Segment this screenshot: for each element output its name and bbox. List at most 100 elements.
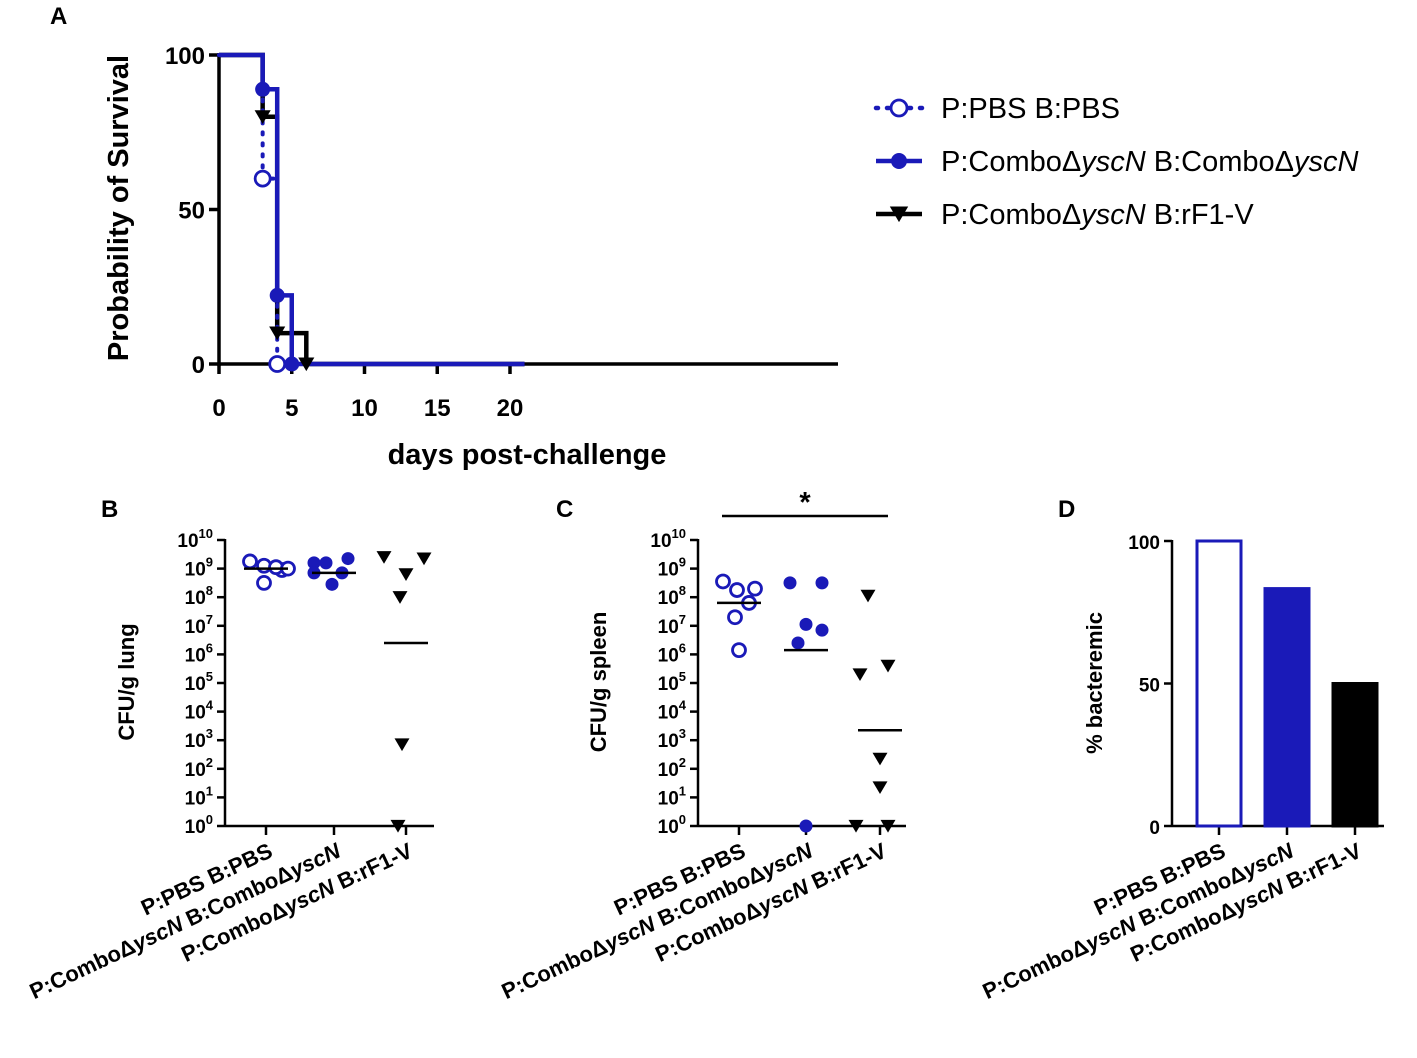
bacteremia-y-axis-label: % bacteremic [1082, 612, 1107, 754]
data-point [715, 573, 731, 590]
bar [1263, 587, 1311, 828]
y-tick-label: 109 [185, 555, 213, 581]
y-tick-label: 107 [185, 612, 213, 638]
data-point [398, 568, 414, 581]
data-point [729, 582, 745, 598]
y-tick-label: 108 [658, 583, 686, 609]
data-point [727, 609, 743, 626]
legend-marker [889, 206, 909, 223]
y-tick-label: 103 [658, 726, 686, 752]
y-tick-label: 106 [658, 640, 686, 666]
spleen-axes: 1001011021031041051061071081091010P:PBS … [498, 526, 906, 1004]
survival-series [217, 52, 527, 373]
data-point [256, 575, 272, 591]
y-tick-label: 0 [192, 352, 205, 379]
survival-marker [253, 169, 272, 188]
survival-marker [269, 326, 286, 341]
survival-marker [268, 355, 287, 373]
data-point [416, 552, 432, 566]
data-point [799, 617, 813, 631]
data-point [376, 551, 392, 564]
legend-label: P:ComboΔyscN B:ComboΔyscN [941, 146, 1359, 178]
panel-label-b: B [101, 496, 118, 523]
y-tick-label: 108 [185, 583, 213, 609]
bar [1331, 682, 1379, 828]
lung-cfu-chart: 1001011021031041051061071081091010P:PBS … [26, 526, 434, 1004]
category-label: P:ComboΔyscN B:ComboΔyscN [979, 837, 1298, 1004]
panel-label-c: C [556, 496, 573, 523]
survival-marker [298, 357, 315, 372]
y-tick-label: 1010 [177, 526, 213, 552]
y-tick-label: 104 [185, 698, 214, 724]
bacteremia-bars [1195, 539, 1379, 828]
data-point [799, 819, 813, 833]
data-point [852, 668, 868, 682]
y-tick-label: 105 [185, 669, 213, 695]
survival-chart: 0 5 10 15 20 0 50 100 days post-challenge Proba… [103, 43, 1359, 471]
data-point [392, 591, 408, 604]
data-point [731, 642, 747, 659]
y-tick-label: 107 [658, 612, 686, 638]
y-tick-label: 101 [185, 783, 213, 809]
y-tick-label: 0 [1149, 818, 1160, 839]
x-tick-label: 0 [212, 395, 225, 422]
y-tick-label: 102 [185, 755, 213, 781]
significance-star: * [799, 487, 811, 519]
x-axis-label: days post-challenge [388, 439, 667, 471]
data-point [848, 819, 864, 833]
x-tick-label: 5 [285, 395, 298, 422]
y-tick-label: 109 [658, 555, 686, 581]
data-point [390, 819, 406, 833]
survival-line [219, 52, 525, 367]
legend-marker [889, 98, 909, 118]
data-point [783, 576, 797, 590]
y-tick-label: 102 [658, 755, 686, 781]
data-point [319, 556, 333, 570]
y-tick-label: 100 [1128, 533, 1160, 554]
y-tick-label: 100 [658, 812, 686, 838]
spleen-cfu-chart: 1001011021031041051061071081091010P:PBS … [498, 487, 906, 1004]
y-tick-label: 106 [185, 640, 213, 666]
y-tick-label: 103 [185, 726, 213, 752]
lung-axes: 1001011021031041051061071081091010P:PBS … [26, 526, 434, 1004]
data-point [341, 552, 355, 566]
survival-line [219, 52, 525, 367]
x-tick-label: 10 [351, 395, 378, 422]
y-axis-label: Probability of Survival [103, 55, 135, 361]
spleen-y-axis-label: CFU/g spleen [586, 612, 611, 753]
lung-y-axis-label: CFU/g lung [114, 623, 139, 740]
y-tick-label: 50 [178, 198, 205, 225]
data-point [872, 781, 888, 795]
data-point [791, 636, 805, 650]
y-tick-label: 104 [658, 698, 687, 724]
data-point [325, 577, 339, 591]
data-point [394, 738, 410, 752]
data-point [872, 752, 888, 766]
data-point [860, 589, 876, 603]
survival-axes: 0 5 10 15 20 0 50 100 [165, 43, 838, 422]
data-point [242, 553, 258, 570]
x-tick-label: 15 [424, 395, 451, 422]
data-point [307, 556, 321, 570]
panel-label-d: D [1058, 496, 1075, 523]
survival-marker [284, 356, 300, 372]
legend-label: P:ComboΔyscN B:rF1-V [941, 199, 1254, 231]
survival-marker [269, 287, 285, 303]
bar [1195, 539, 1243, 828]
y-tick-label: 100 [165, 43, 205, 70]
spleen-points [715, 573, 902, 833]
x-tick-label: 20 [497, 395, 524, 422]
category-label: P:ComboΔyscN B:ComboΔyscN [498, 837, 817, 1004]
data-point [880, 819, 896, 833]
data-point [815, 576, 829, 590]
y-tick-label: 105 [658, 669, 686, 695]
y-tick-label: 1010 [650, 526, 686, 552]
survival-marker [255, 81, 271, 97]
data-point [815, 623, 829, 637]
data-point [747, 580, 763, 597]
legend-marker [891, 153, 907, 169]
y-tick-label: 101 [658, 783, 686, 809]
